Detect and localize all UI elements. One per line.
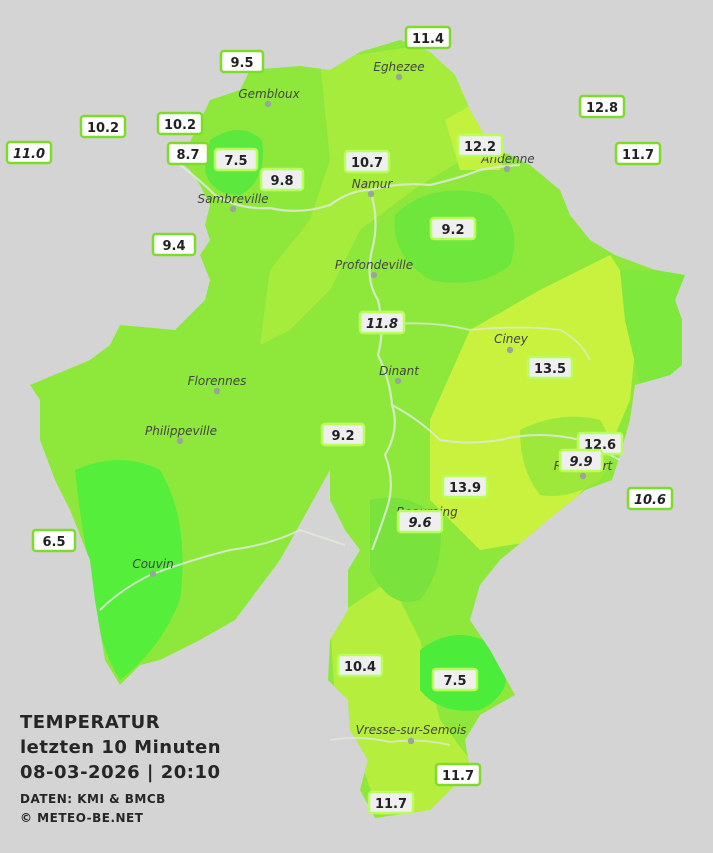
city-label: Vresse-sur-Semois: [356, 723, 467, 737]
station-label[interactable]: 8.7: [166, 141, 210, 166]
station-value: 9.9: [569, 455, 592, 470]
station-label[interactable]: 12.2: [456, 133, 504, 158]
station-value: 9.8: [270, 174, 293, 189]
station-value: 9.5: [230, 56, 253, 71]
station-value: 10.4: [344, 660, 376, 675]
city-couvin: Couvin: [132, 557, 174, 578]
city-label: Namur: [352, 177, 394, 191]
station-value: 10.2: [87, 121, 119, 136]
station-value: 9.2: [441, 223, 464, 238]
cool-zone-east-edge: [620, 270, 685, 385]
station-value: 11.7: [442, 769, 474, 784]
station-value: 8.7: [176, 148, 199, 163]
city-profondeville: Profondeville: [335, 258, 413, 279]
station-value: 7.5: [224, 154, 247, 169]
cool-zone-couvin: [75, 460, 183, 680]
city-eghezee: Eghezee: [373, 60, 425, 81]
station-value: 13.5: [534, 362, 566, 377]
station-label[interactable]: 9.2: [320, 422, 366, 447]
station-label[interactable]: 6.5: [31, 528, 77, 553]
city-sambreville: Sambreville: [197, 192, 269, 213]
station-label[interactable]: 9.5: [219, 49, 265, 74]
station-value: 11.4: [412, 32, 444, 47]
station-value: 9.6: [408, 516, 431, 531]
city-label: Dinant: [379, 364, 420, 378]
city-label: Sambreville: [197, 192, 268, 206]
city-dinant: Dinant: [379, 364, 420, 385]
station-value: 11.7: [375, 797, 407, 812]
city-namur: Namur: [352, 177, 394, 198]
station-label[interactable]: 10.2: [79, 114, 127, 139]
station-label[interactable]: 9.6: [396, 509, 444, 534]
city-vresse: Vresse-sur-Semois: [356, 723, 467, 745]
station-label[interactable]: 7.5: [431, 667, 479, 692]
city-florennes: Florennes: [188, 374, 247, 395]
station-label[interactable]: 9.4: [151, 232, 197, 257]
river-sambre-meuse: [179, 163, 521, 212]
map-timestamp: 08-03-2026 | 20:10: [20, 762, 221, 783]
map-subtitle: letzten 10 Minuten: [20, 737, 222, 758]
city-label: Ciney: [494, 332, 529, 346]
data-source: DATEN: KMI & BMCB: [20, 792, 166, 806]
station-label[interactable]: 11.8: [358, 310, 406, 335]
river-north-east: [379, 322, 591, 361]
city-label: Florennes: [188, 374, 247, 388]
station-label[interactable]: 11.7: [367, 790, 415, 815]
river-meuse-south: [368, 189, 396, 551]
station-value: 10.7: [351, 156, 383, 171]
station-label[interactable]: 10.4: [336, 653, 384, 678]
station-value: 9.4: [162, 239, 185, 254]
map-title: TEMPERATUR: [20, 712, 161, 733]
station-label[interactable]: 9.9: [558, 448, 604, 473]
station-value: 10.2: [164, 118, 196, 133]
city-ciney: Ciney: [494, 332, 529, 354]
station-label[interactable]: 9.8: [259, 167, 305, 192]
city-gembloux: Gembloux: [238, 87, 301, 108]
city-label: Eghezee: [373, 60, 424, 74]
station-label[interactable]: 11.7: [614, 141, 662, 166]
station-value: 11.0: [13, 147, 45, 162]
station-value: 13.9: [449, 481, 481, 496]
station-label[interactable]: 12.8: [578, 94, 626, 119]
station-label[interactable]: 9.2: [429, 216, 477, 241]
station-layer: 11.4 9.5 12.8 10.2 10.2 11.0 8.7 7.5 12.…: [5, 25, 674, 815]
station-value: 10.6: [634, 493, 666, 508]
river-semois: [329, 737, 451, 746]
station-value: 11.8: [366, 317, 398, 332]
city-philippeville: Philippeville: [145, 424, 217, 445]
station-label[interactable]: 7.5: [213, 147, 259, 172]
city-label: Philippeville: [145, 424, 217, 438]
station-value: 7.5: [443, 674, 466, 689]
station-value: 9.2: [331, 429, 354, 444]
city-label: Profondeville: [335, 258, 413, 272]
copyright: © METEO-BE.NET: [20, 811, 144, 825]
station-value: 6.5: [42, 535, 65, 550]
station-label[interactable]: 10.2: [156, 111, 204, 136]
station-value: 12.8: [586, 101, 618, 116]
river-viroin: [99, 528, 346, 611]
city-label: Couvin: [132, 557, 173, 571]
city-label: Gembloux: [238, 87, 300, 101]
station-label[interactable]: 13.5: [526, 355, 574, 380]
station-label[interactable]: 11.0: [5, 140, 53, 165]
station-label[interactable]: 13.9: [441, 474, 489, 499]
station-label[interactable]: 11.4: [404, 25, 452, 50]
station-label[interactable]: 11.7: [434, 762, 482, 787]
station-value: 12.2: [464, 140, 496, 155]
station-label[interactable]: 10.7: [343, 149, 391, 174]
station-value: 11.7: [622, 148, 654, 163]
station-label[interactable]: 10.6: [626, 486, 674, 511]
